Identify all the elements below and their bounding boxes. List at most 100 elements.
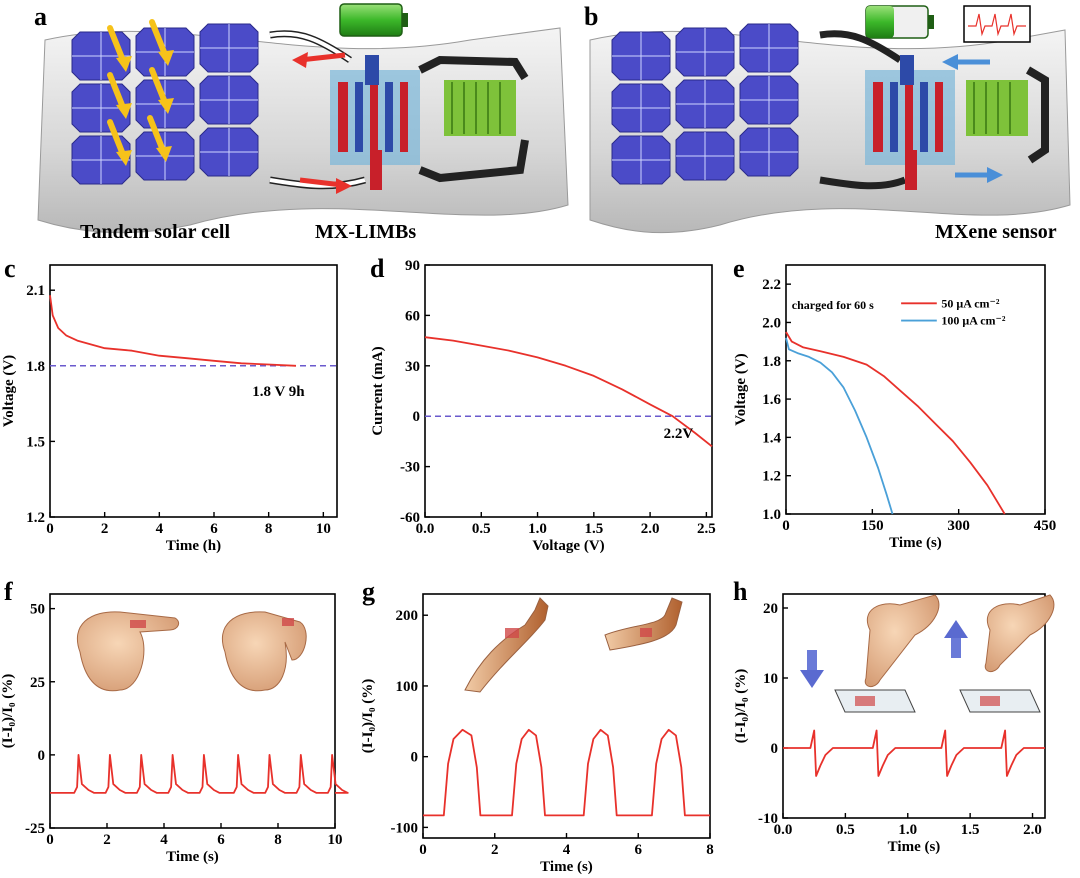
battery-icon <box>339 3 408 37</box>
y-tick-label: -100 <box>391 820 419 836</box>
panel-label-f: f <box>4 577 13 606</box>
x-tick-label: 6 <box>635 842 643 858</box>
y-tick-label: 60 <box>405 308 420 324</box>
sunlight-arrow-head <box>116 150 132 166</box>
y-tick-label: -25 <box>25 821 45 837</box>
y-axis-label: (I-I₀)/I₀ (%) <box>360 679 376 753</box>
panel-label-b: b <box>584 2 598 31</box>
sunlight-arrow <box>107 25 125 61</box>
panel-label-a: a <box>34 2 47 31</box>
sunlight-arrow-head <box>156 146 172 162</box>
legend-label: 100 μA cm⁻² <box>941 314 1005 328</box>
series-0 <box>785 331 1006 515</box>
x-tick-label: 0 <box>419 842 427 858</box>
y-tick-label: 2.0 <box>762 315 781 331</box>
sunlight-arrow-head <box>158 98 174 114</box>
y-axis-label: Voltage (V) <box>733 353 749 425</box>
x-tick-label: 0 <box>46 521 54 537</box>
x-tick-label: 0 <box>782 518 790 534</box>
sunlight-arrow <box>149 67 167 103</box>
panel-label-h: h <box>733 577 748 606</box>
x-tick-label: 6 <box>210 521 218 537</box>
x-tick-label: 2 <box>491 842 499 858</box>
ecg-waveform-icon <box>963 5 1031 43</box>
y-tick-label: 0 <box>38 748 46 764</box>
x-axis-label: Time (s) <box>889 535 942 551</box>
sunlight-arrow-head <box>116 56 132 72</box>
x-tick-label: 1.0 <box>898 822 917 838</box>
sunlight-arrow-icon <box>107 19 174 166</box>
y-tick-label: 90 <box>405 258 420 274</box>
y-axis-label: (I-I₀)/I₀ (%) <box>0 674 16 748</box>
y-tick-label: 50 <box>30 602 45 618</box>
y-tick-label: 0 <box>411 750 419 766</box>
series-strain <box>783 729 1045 777</box>
sunlight-arrow-head <box>116 103 132 119</box>
series-1 <box>785 337 894 515</box>
y-tick-label: 200 <box>396 608 419 624</box>
x-tick-label: 4 <box>160 832 168 848</box>
y-tick-label: 25 <box>30 675 45 691</box>
y-tick-label: 0 <box>771 741 779 757</box>
solar-panel-icon <box>611 23 799 185</box>
panel-label-e: e <box>733 254 745 283</box>
x-tick-label: 10 <box>328 832 343 848</box>
caption-sensor: MXene sensor <box>935 221 1057 243</box>
y-tick-label: -10 <box>758 811 778 827</box>
x-tick-label: 6 <box>217 832 225 848</box>
y-tick-label: 30 <box>405 359 420 375</box>
x-tick-label: 0 <box>46 832 54 848</box>
hand-press-icon <box>944 594 1055 713</box>
x-tick-label: 10 <box>316 521 331 537</box>
plot-frame <box>49 593 336 829</box>
y-tick-label: 100 <box>396 679 419 695</box>
plot-frame <box>782 593 1046 819</box>
panel-label-d: d <box>370 254 385 283</box>
x-tick-label: 300 <box>947 518 970 534</box>
series-voltage <box>49 295 297 367</box>
arm-icon <box>604 597 683 651</box>
series-current <box>424 336 713 448</box>
x-tick-label: 1.0 <box>528 521 547 537</box>
x-tick-label: 2.0 <box>641 521 660 537</box>
chart-e: 0 150 300 450 1.0 1.2 1.4 1.6 1.8 2.0 2.2 Time (s) V… <box>733 264 1056 551</box>
hand-press-icon <box>800 594 940 713</box>
y-tick-label: 0 <box>413 409 421 425</box>
annotation-1.8V-9h: 1.8 V 9h <box>252 384 305 400</box>
plot-frame <box>424 264 713 518</box>
plot-frame <box>49 264 338 518</box>
x-tick-label: 2 <box>103 832 111 848</box>
finger-icon <box>76 611 180 692</box>
x-axis-label: Voltage (V) <box>532 538 604 554</box>
annotation-charged: charged for 60 s <box>792 298 874 312</box>
y-tick-label: 1.2 <box>762 469 781 485</box>
y-tick-label: 2.1 <box>26 283 45 299</box>
y-axis-label: Current (mA) <box>370 346 386 435</box>
x-tick-label: 2 <box>101 521 109 537</box>
y-tick-label: 1.8 <box>26 359 45 375</box>
chart-d: 0.0 0.5 1.0 1.5 2.0 2.5 -60 -30 0 30 60 90 Voltage (… <box>370 258 716 554</box>
x-tick-label: 2.5 <box>697 521 716 537</box>
y-tick-label: 1.0 <box>762 507 781 523</box>
y-axis-label: (I-I₀)/I₀ (%) <box>733 669 749 743</box>
y-tick-label: -30 <box>400 460 420 476</box>
x-tick-label: 1.5 <box>584 521 603 537</box>
finger-icon <box>221 611 307 692</box>
x-axis-label: Time (s) <box>166 849 219 865</box>
chart-h: 0.0 0.5 1.0 1.5 2.0 -10 0 10 20 Time (s) (I-I₀)/I₀… <box>733 593 1046 855</box>
x-tick-label: 8 <box>265 521 273 537</box>
limb-device-icon <box>865 55 1049 190</box>
x-tick-label: 0.0 <box>774 822 793 838</box>
x-axis-label: Time (s) <box>888 839 941 855</box>
y-tick-label: 1.2 <box>26 510 45 526</box>
y-tick-label: 2.2 <box>762 277 781 293</box>
sunlight-arrow <box>149 19 167 55</box>
y-tick-label: 1.4 <box>762 430 781 446</box>
legend-label: 50 μA cm⁻² <box>941 296 999 310</box>
x-tick-label: 1.5 <box>961 822 980 838</box>
illustration-b: MXene sensor <box>589 5 1071 243</box>
x-tick-label: 150 <box>861 518 884 534</box>
caption-solar: Tandem solar cell <box>80 221 230 243</box>
panel-label-g: g <box>362 577 375 606</box>
